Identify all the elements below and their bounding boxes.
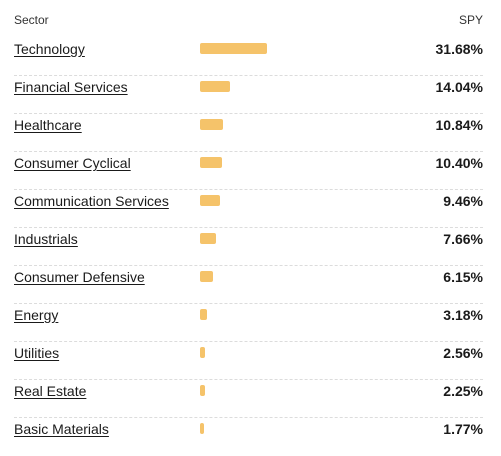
sector-link[interactable]: Basic Materials <box>14 421 109 437</box>
weight-percent: 14.04% <box>435 79 483 95</box>
sector-weights-table: Sector SPY Technology 31.68% Financial Ser… <box>14 0 483 456</box>
weight-bar <box>200 233 216 244</box>
weight-percent: 6.15% <box>443 269 483 285</box>
table-row: Utilities 2.56% <box>14 342 483 380</box>
sector-rows: Technology 31.68% Financial Services 14.04%… <box>14 38 483 456</box>
weight-percent: 1.77% <box>443 421 483 437</box>
table-row: Communication Services 9.46% <box>14 190 483 228</box>
sector-link[interactable]: Real Estate <box>14 383 87 399</box>
weight-percent: 10.84% <box>435 117 483 133</box>
weight-bar <box>200 347 205 358</box>
spy-column-header: SPY <box>458 13 483 27</box>
table-row: Healthcare 10.84% <box>14 114 483 152</box>
table-row: Financial Services 14.04% <box>14 76 483 114</box>
weight-percent: 2.25% <box>443 383 483 399</box>
table-row: Basic Materials 1.77% <box>14 418 483 456</box>
sector-link[interactable]: Consumer Defensive <box>14 269 145 285</box>
weight-bar <box>200 195 220 206</box>
weight-percent: 10.40% <box>435 155 483 171</box>
weight-bar <box>200 157 222 168</box>
sector-link[interactable]: Utilities <box>14 345 60 361</box>
sector-link[interactable]: Consumer Cyclical <box>14 155 131 171</box>
sector-link[interactable]: Industrials <box>14 231 78 247</box>
sector-column-header: Sector <box>14 13 49 27</box>
weight-percent: 2.56% <box>443 345 483 361</box>
sector-link[interactable]: Financial Services <box>14 79 128 95</box>
weight-bar <box>200 119 223 130</box>
weight-bar <box>200 309 207 320</box>
table-row: Consumer Cyclical 10.40% <box>14 152 483 190</box>
weight-bar <box>200 43 267 54</box>
table-row: Consumer Defensive 6.15% <box>14 266 483 304</box>
weight-bar <box>200 271 213 282</box>
sector-link[interactable]: Communication Services <box>14 193 169 209</box>
table-row: Technology 31.68% <box>14 38 483 76</box>
weight-percent: 3.18% <box>443 307 483 323</box>
table-header: Sector SPY <box>14 0 483 38</box>
weight-percent: 9.46% <box>443 193 483 209</box>
table-row: Energy 3.18% <box>14 304 483 342</box>
table-row: Industrials 7.66% <box>14 228 483 266</box>
sector-link[interactable]: Technology <box>14 41 85 57</box>
sector-link[interactable]: Energy <box>14 307 59 323</box>
weight-bar <box>200 385 205 396</box>
table-row: Real Estate 2.25% <box>14 380 483 418</box>
weight-percent: 7.66% <box>443 231 483 247</box>
sector-link[interactable]: Healthcare <box>14 117 82 133</box>
weight-bar <box>200 423 204 434</box>
weight-bar <box>200 81 230 92</box>
weight-percent: 31.68% <box>435 41 483 57</box>
